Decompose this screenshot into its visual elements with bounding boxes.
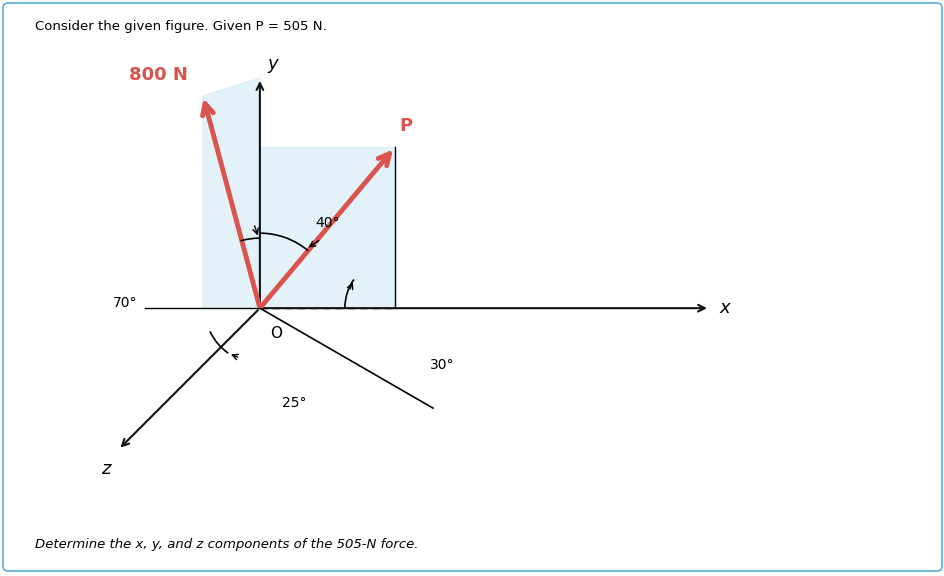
Text: P: P [399,118,413,135]
Text: 70°: 70° [112,296,137,310]
Polygon shape [260,147,395,308]
Text: O: O [270,326,281,341]
Text: 40°: 40° [314,216,339,230]
Text: 30°: 30° [430,358,454,372]
Text: Consider the given figure. Given P = 505 N.: Consider the given figure. Given P = 505… [35,20,327,33]
Text: z: z [101,460,110,478]
Text: 800 N: 800 N [129,66,188,84]
FancyBboxPatch shape [3,3,941,571]
Text: y: y [267,55,278,73]
Polygon shape [203,78,260,308]
Text: x: x [719,299,730,317]
Text: 25°: 25° [281,396,306,410]
Text: Determine the x, y, and z components of the 505-N force.: Determine the x, y, and z components of … [35,538,418,551]
